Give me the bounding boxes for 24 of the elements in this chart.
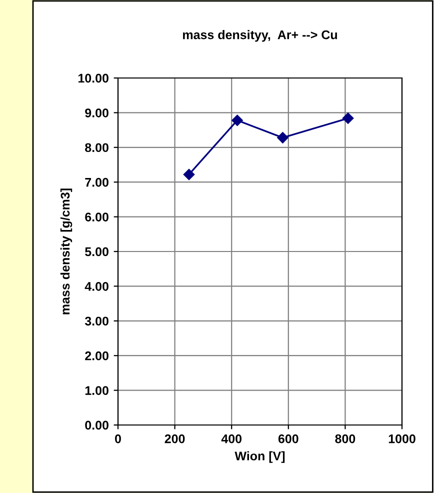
y-axis-title: mass density [g/cm3] xyxy=(60,188,72,314)
x-tick-label: 600 xyxy=(278,434,298,444)
y-tick-label: 10.00 xyxy=(78,74,108,83)
y-tick-label: 9.00 xyxy=(85,108,108,118)
x-tick-label: 400 xyxy=(221,434,242,444)
point xyxy=(232,114,243,126)
x-tick-label: 200 xyxy=(164,434,185,444)
point xyxy=(342,112,354,124)
y-tick-label: 0.00 xyxy=(85,420,108,430)
y-tick-label: 4.00 xyxy=(84,282,108,291)
y-tick-label: 1.00 xyxy=(85,386,108,395)
y-tick-label: 8.00 xyxy=(85,143,108,152)
point xyxy=(277,132,288,144)
x-tick-label: 800 xyxy=(335,434,356,444)
y-tick-label: 7.00 xyxy=(85,178,108,187)
x-tick-label: 1000 xyxy=(388,434,416,444)
y-tick-label: 6.00 xyxy=(85,212,108,222)
x-axis-title: Wion [V] xyxy=(234,451,285,463)
x-tick-label: 0 xyxy=(115,434,121,444)
y-tick-label: 2.00 xyxy=(85,351,108,360)
chart-title: mass densityy, Ar+ --> Cu xyxy=(183,30,337,42)
point xyxy=(183,168,195,180)
y-tick-label: 3.00 xyxy=(84,316,108,326)
y-tick-label: 5.00 xyxy=(85,247,108,256)
